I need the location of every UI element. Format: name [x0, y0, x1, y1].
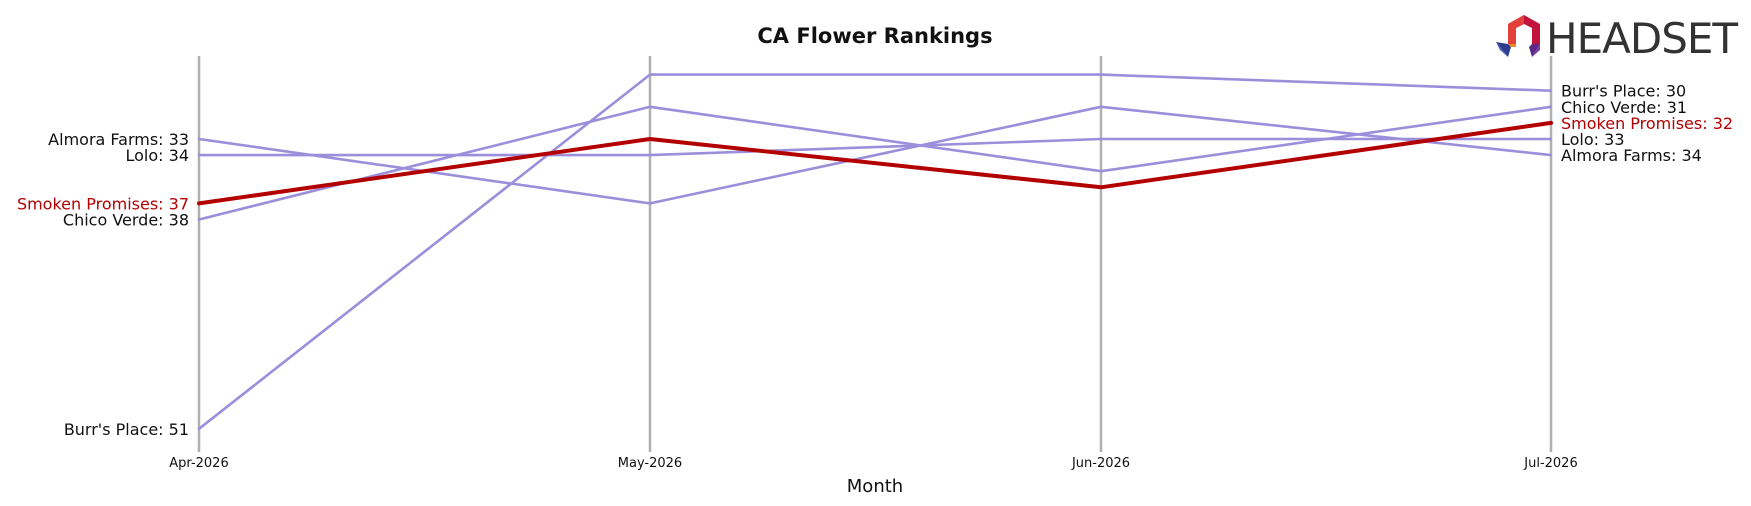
- start-label: Smoken Promises: 37: [17, 194, 189, 213]
- end-label: Lolo: 33: [1561, 130, 1625, 149]
- x-tick-label: Jul-2026: [1523, 456, 1577, 471]
- start-label: Burr's Place: 51: [64, 420, 189, 439]
- month-gridlines: [197, 56, 1553, 452]
- x-tick-label: May-2026: [618, 456, 682, 471]
- start-label: Almora Farms: 33: [48, 130, 189, 149]
- start-label: Lolo: 34: [126, 146, 190, 165]
- x-axis-ticks: Apr-2026 May-2026 Jun-2026 Jul-2026: [169, 456, 1577, 471]
- end-label: Smoken Promises: 32: [1561, 114, 1733, 133]
- series-line-burr-s-place: [197, 73, 1553, 431]
- x-tick-label: Jun-2026: [1071, 456, 1130, 471]
- chart-title: CA Flower Rankings: [757, 24, 992, 48]
- end-label: Almora Farms: 34: [1561, 146, 1702, 165]
- series-line-smoken-promises: [197, 120, 1553, 206]
- start-label: Chico Verde: 38: [63, 211, 189, 230]
- series-lines: [197, 73, 1553, 431]
- headset-logo-text: HEADSET: [1546, 14, 1738, 63]
- x-axis-label: Month: [847, 476, 903, 497]
- series-line-chico-verde: [197, 105, 1553, 221]
- end-label: Chico Verde: 31: [1561, 98, 1687, 117]
- end-label: Burr's Place: 30: [1561, 82, 1686, 101]
- x-tick-label: Apr-2026: [169, 456, 228, 471]
- headset-logo-mark: [1496, 15, 1540, 57]
- headset-logo: HEADSET: [1496, 14, 1739, 63]
